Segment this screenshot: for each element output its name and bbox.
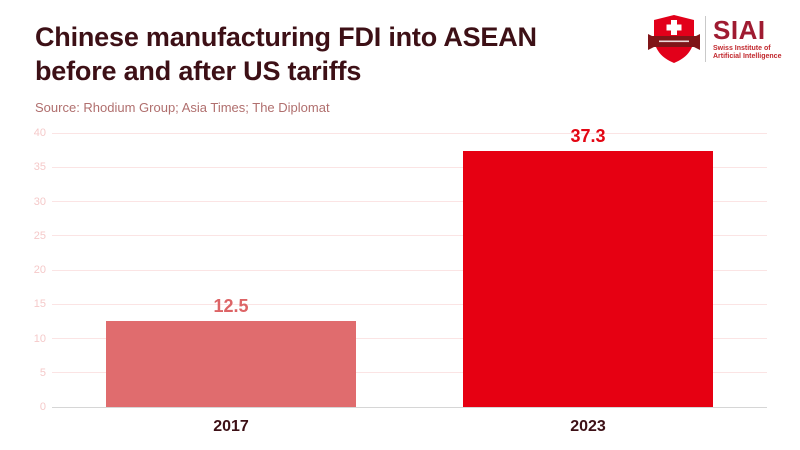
y-gridline (52, 201, 767, 202)
x-axis-label-2017: 2017 (213, 418, 249, 435)
y-gridline (52, 166, 767, 168)
x-axis-line (52, 406, 767, 408)
title-line-2: before and after US tariffs (35, 56, 362, 86)
bar-2023 (463, 151, 713, 407)
y-tick-label: 40 (33, 127, 46, 139)
siai-logo: SIAI Swiss Institute of Artificial Intel… (648, 14, 781, 64)
bar-2017 (106, 321, 356, 407)
bar-chart-plot-area: 0 5 10 15 20 25 30 35 40 12.5 2017 37.3 2023 (34, 126, 767, 435)
page-title: Chinese manufacturing FDI into ASEAN bef… (35, 20, 635, 88)
value-label-2023: 37.3 (570, 126, 606, 146)
y-tick-label: 25 (33, 229, 46, 242)
y-tick-label: 5 (39, 366, 46, 379)
logo-wordmark: SIAI (713, 14, 766, 45)
y-tick-label: 30 (33, 195, 46, 208)
value-label-2017: 12.5 (213, 296, 249, 316)
x-axis-label-2023: 2023 (570, 418, 606, 435)
y-gridline (52, 132, 767, 134)
y-tick-label: 35 (33, 161, 46, 174)
logo-tagline: Swiss Institute of Artificial Intelligen… (713, 44, 782, 60)
title-line-1: Chinese manufacturing FDI into ASEAN (35, 22, 537, 52)
y-tick-label: 10 (33, 332, 46, 345)
logo-divider (705, 16, 706, 62)
y-gridline (52, 303, 767, 305)
y-tick-label: 15 (33, 298, 46, 311)
source-attribution: Source: Rhodium Group; Asia Times; The D… (35, 100, 330, 115)
siai-shield-icon (648, 15, 700, 63)
y-tick-label: 20 (33, 264, 46, 276)
y-gridline (52, 338, 767, 339)
y-gridline (52, 372, 767, 374)
y-tick-label: 0 (39, 401, 46, 413)
y-gridline (52, 235, 767, 237)
y-gridline (52, 269, 767, 271)
logo-text: SIAI Swiss Institute of Artificial Intel… (713, 14, 782, 61)
